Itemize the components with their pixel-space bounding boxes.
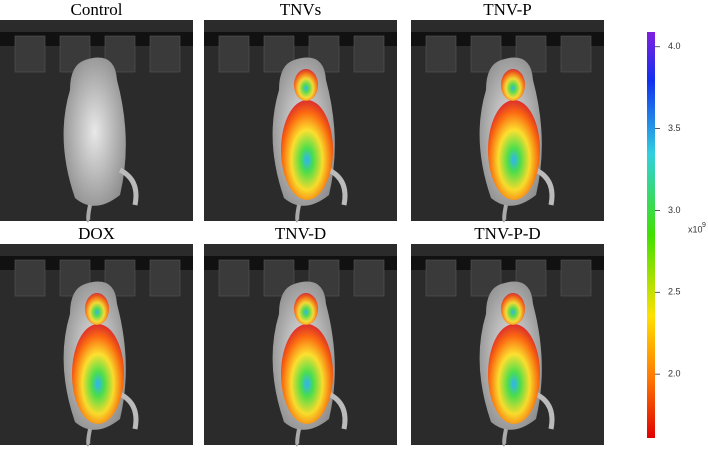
panel-title: DOX: [78, 224, 115, 243]
tube-rack: [0, 32, 193, 46]
mouse-tail: [502, 204, 508, 223]
tube-rack: [411, 32, 604, 46]
signal-region: [501, 69, 525, 101]
signal-region: [488, 100, 540, 200]
colorbar-tick-label: 3.5: [668, 123, 681, 133]
mouse-leg: [327, 391, 348, 430]
tube: [353, 35, 385, 73]
tube: [14, 259, 46, 297]
mouse-leg: [118, 167, 139, 206]
mouse-leg: [327, 167, 348, 206]
colorbar-tick-label: 3.0: [668, 205, 681, 215]
mouse-tail: [295, 204, 301, 223]
signal-region: [294, 293, 318, 325]
mouse-tail: [86, 428, 92, 447]
tube: [149, 259, 181, 297]
mouse-body: [63, 57, 126, 206]
tube: [353, 259, 385, 297]
colorbar-unit: x10: [688, 224, 703, 234]
mouse-leg: [534, 167, 555, 206]
tube-rack: [411, 256, 604, 270]
panel-image: [204, 20, 397, 223]
tube: [14, 35, 46, 73]
panel-image: [204, 244, 397, 447]
tube: [425, 35, 457, 73]
tube-rack: [204, 256, 397, 270]
tube-rack: [0, 256, 193, 270]
tube: [560, 35, 592, 73]
tube-rack: [204, 32, 397, 46]
panel-image: [411, 244, 604, 447]
tube: [560, 259, 592, 297]
tube: [218, 35, 250, 73]
colorbar-exponent: 9: [702, 222, 706, 229]
mouse-leg: [118, 391, 139, 430]
mouse-tail: [502, 428, 508, 447]
colorbar-tick-label: 4.0: [668, 41, 681, 51]
signal-region: [281, 324, 333, 424]
mouse-leg: [534, 391, 555, 430]
panel-image: [0, 244, 193, 447]
signal-region: [85, 293, 109, 325]
panel-title: TNV-P-D: [474, 224, 540, 243]
panel-title: TNV-P: [483, 0, 532, 19]
signal-region: [294, 69, 318, 101]
signal-region: [72, 324, 124, 424]
panel-image: [0, 20, 193, 223]
signal-region: [501, 293, 525, 325]
panel-title: TNVs: [280, 0, 322, 19]
panel-title: TNV-D: [275, 224, 326, 243]
signal-region: [281, 100, 333, 200]
colorbar: [647, 32, 655, 438]
panel-title: Control: [71, 0, 123, 19]
mouse-tail: [86, 204, 92, 223]
tube: [149, 35, 181, 73]
colorbar-tick-label: 2.5: [668, 287, 681, 297]
tube: [218, 259, 250, 297]
mouse-tail: [295, 428, 301, 447]
tube: [425, 259, 457, 297]
signal-region: [488, 324, 540, 424]
colorbar-tick-label: 2.0: [668, 369, 681, 379]
panel-image: [411, 20, 604, 223]
